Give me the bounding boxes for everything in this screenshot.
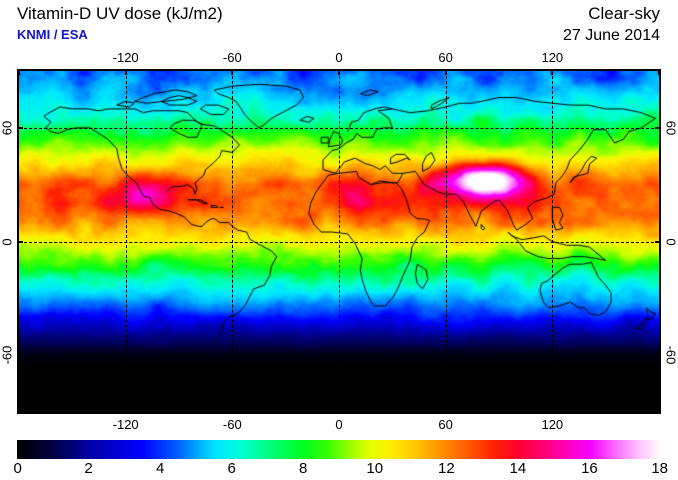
colorbar-tick-label: 0 [13,460,22,477]
colorbar-tick-label: 10 [366,460,384,477]
colorbar-gradient [17,440,661,459]
axis-tick-right [655,240,661,243]
axis-tick-left [17,240,23,243]
axis-label-lon-top: -60 [222,50,242,65]
axis-tick-top [124,69,127,75]
axis-tick-top [18,69,20,75]
colorbar-tick-label: 6 [227,460,236,477]
colorbar-tick-label: 14 [509,460,527,477]
gridline-parallel [19,241,659,243]
axis-tick-bottom [231,408,234,414]
agency-credit: KNMI / ESA [17,27,88,42]
colorbar-tick-label: 18 [651,460,669,477]
axis-label-lon-bottom: -120 [112,417,139,432]
axis-label-lat-right: 0 [663,237,678,246]
axis-tick-bottom [444,408,447,414]
axis-label-lat-right: 60 [663,120,678,136]
gridline-parallel [19,127,659,129]
condition-label: Clear-sky [588,4,660,23]
colorbar-tick-label: 4 [155,460,165,477]
axis-label-lon-bottom: 60 [438,417,453,432]
axis-tick-bottom [338,408,340,414]
axis-label-lon-top: 0 [335,50,343,65]
header: Vitamin-D UV dose (kJ/m2) KNMI / ESA Cle… [0,0,678,52]
axis-tick-left [17,126,23,129]
gridline-parallel [19,355,659,357]
axis-label-lat-right: -60 [663,345,678,365]
axis-tick-top [658,69,660,75]
axis-tick-bottom [658,408,660,414]
colorbar-tick-label: 16 [581,460,598,477]
axis-label-lon-bottom: 0 [335,417,343,432]
axis-tick-left [17,354,23,357]
colorbar-tick-label: 12 [437,460,455,477]
axis-tick-top [551,69,554,75]
colorbar: 0 2 4 6 8 10 12 14 16 18 [13,440,668,480]
axis-tick-top [231,69,234,75]
axis-tick-bottom [551,408,554,414]
axis-tick-right [655,126,661,129]
axis-label-lat-left: 60 [0,120,15,136]
axis-label-lon-top: 120 [541,50,564,65]
axis-label-lon-top: 60 [438,50,453,65]
map-plot-area [17,69,661,414]
axis-tick-bottom [18,408,20,414]
axis-label-lon-top: -120 [112,50,139,65]
axis-label-lon-bottom: -60 [222,417,242,432]
axis-label-lon-bottom: 120 [541,417,564,432]
axis-label-lat-left: -60 [0,345,15,365]
date-label: 27 June 2014 [563,27,660,44]
colorbar-tick-label: 8 [299,460,308,477]
page-title: Vitamin-D UV dose (kJ/m2) [17,4,223,23]
axis-label-lat-left: 0 [0,237,15,246]
axis-tick-right [655,354,661,357]
axis-tick-top [444,69,447,75]
axis-tick-top [338,69,340,75]
colorbar-tick-label: 2 [84,460,93,477]
axis-tick-bottom [124,408,127,414]
